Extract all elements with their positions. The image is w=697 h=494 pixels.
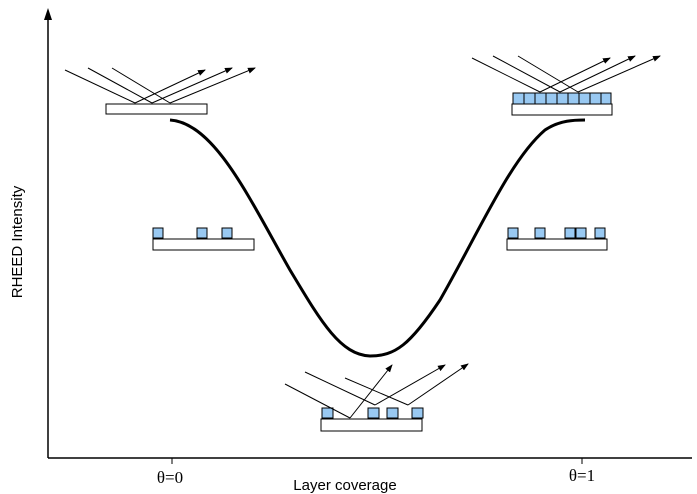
surface-mid-right [506, 227, 608, 251]
x-tick-label: θ=1 [569, 466, 595, 485]
surface-top-left [64, 67, 256, 115]
y-axis-label: RHEED Intensity [9, 185, 26, 298]
intensity-curve [169, 118, 586, 358]
axes: θ=0 θ=1 Layer coverage RHEED Intensity [9, 8, 692, 494]
x-axis-label: Layer coverage [293, 477, 396, 494]
y-arrow [44, 8, 52, 20]
x-tick-label: θ=0 [157, 468, 183, 487]
surface-mid-left [152, 227, 255, 251]
surface-top-right [471, 55, 661, 116]
surface-bottom [284, 363, 469, 432]
